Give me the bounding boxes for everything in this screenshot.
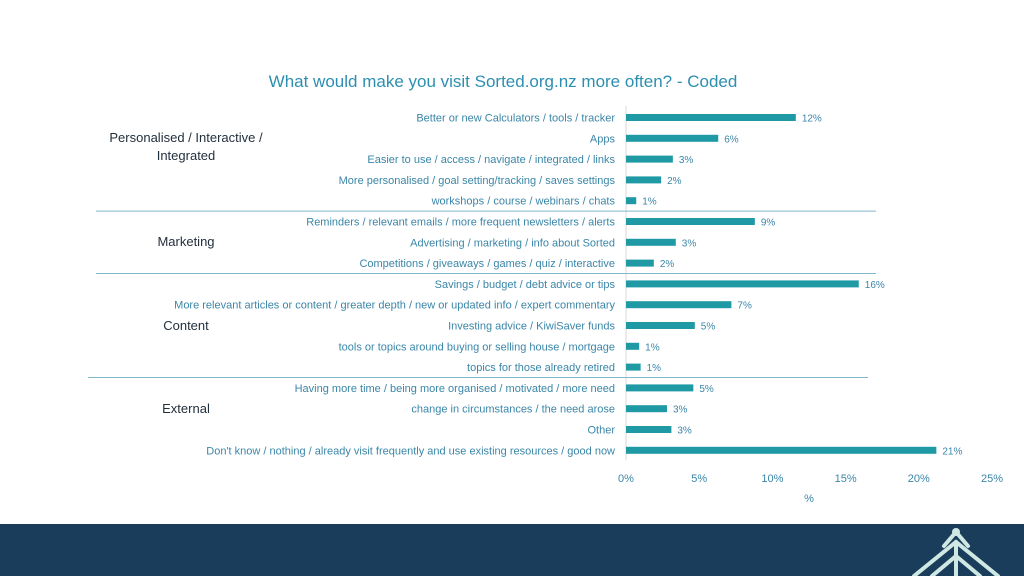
x-axis-label: % xyxy=(804,493,814,505)
bar xyxy=(626,218,755,225)
bar xyxy=(626,426,672,433)
group-label: Marketing xyxy=(96,233,276,251)
x-tick-label: 5% xyxy=(691,473,707,485)
category-label: Better or new Calculators / tools / trac… xyxy=(416,113,615,125)
category-label: Don't know / nothing / already visit fre… xyxy=(206,445,615,457)
category-label: tools or topics around buying or selling… xyxy=(339,341,615,353)
bar xyxy=(626,134,719,142)
bar xyxy=(626,405,667,413)
bar xyxy=(626,114,796,121)
value-label: 3% xyxy=(673,405,688,416)
group-label-line: Integrated xyxy=(156,148,216,164)
value-label: 12% xyxy=(802,114,822,125)
bar xyxy=(626,155,673,163)
bar xyxy=(626,363,641,371)
group-label-line: External xyxy=(162,400,210,416)
value-label: 5% xyxy=(701,322,716,333)
category-label: Reminders / relevant emails / more frequ… xyxy=(306,217,615,229)
bar xyxy=(626,259,654,267)
x-tick-label: 0% xyxy=(618,473,634,485)
category-label: change in circumstances / the need arose xyxy=(411,404,615,416)
value-label: 1% xyxy=(642,197,657,208)
category-label: More personalised / goal setting/trackin… xyxy=(339,175,616,187)
category-label: Apps xyxy=(590,133,616,145)
group-label: External xyxy=(96,400,276,418)
bar-chart: Better or new Calculators / tools / trac… xyxy=(88,106,1003,505)
value-label: 3% xyxy=(682,238,697,249)
value-label: 1% xyxy=(647,363,662,374)
group-label: Personalised / Interactive / Integrated xyxy=(96,129,276,165)
sorted-logo-icon xyxy=(912,528,1000,576)
x-tick-label: 25% xyxy=(981,473,1003,485)
bar xyxy=(626,322,695,329)
bar xyxy=(626,342,640,350)
category-label: Having more time / being more organised … xyxy=(295,383,615,395)
footer-band xyxy=(0,524,1024,576)
bar xyxy=(626,446,937,454)
x-tick-label: 20% xyxy=(908,473,930,485)
x-tick-label: 15% xyxy=(835,473,857,485)
group-label-line: Marketing xyxy=(157,234,215,250)
value-label: 2% xyxy=(660,259,675,270)
bar xyxy=(626,301,732,309)
value-label: 7% xyxy=(737,301,752,312)
value-label: 6% xyxy=(724,134,739,145)
group-label: Content xyxy=(96,317,276,335)
value-label: 1% xyxy=(645,342,660,353)
category-label: Investing advice / KiwiSaver funds xyxy=(448,321,615,333)
category-label: More relevant articles or content / grea… xyxy=(174,300,615,312)
value-label: 16% xyxy=(865,280,885,291)
value-label: 3% xyxy=(677,426,692,437)
bar xyxy=(626,384,694,392)
bar xyxy=(626,176,662,184)
category-label: Other xyxy=(587,425,615,437)
value-label: 9% xyxy=(761,218,776,229)
bar xyxy=(626,280,859,288)
group-label-line: Personalised / Interactive / xyxy=(109,130,263,146)
chart-title: What would make you visit Sorted.org.nz … xyxy=(268,72,738,91)
value-label: 3% xyxy=(679,155,694,166)
category-label: Savings / budget / debt advice or tips xyxy=(435,279,616,291)
category-label: Advertising / marketing / info about Sor… xyxy=(410,237,615,249)
value-label: 2% xyxy=(667,176,682,187)
bar xyxy=(626,238,676,246)
category-label: workshops / course / webinars / chats xyxy=(431,196,616,208)
value-label: 5% xyxy=(699,384,714,395)
category-label: topics for those already retired xyxy=(467,362,615,374)
bar xyxy=(626,197,637,205)
category-label: Competitions / giveaways / games / quiz … xyxy=(359,258,615,270)
value-label: 21% xyxy=(942,446,962,457)
group-label-line: Content xyxy=(163,317,209,333)
category-label: Easier to use / access / navigate / inte… xyxy=(367,154,615,166)
x-tick-label: 10% xyxy=(761,473,783,485)
